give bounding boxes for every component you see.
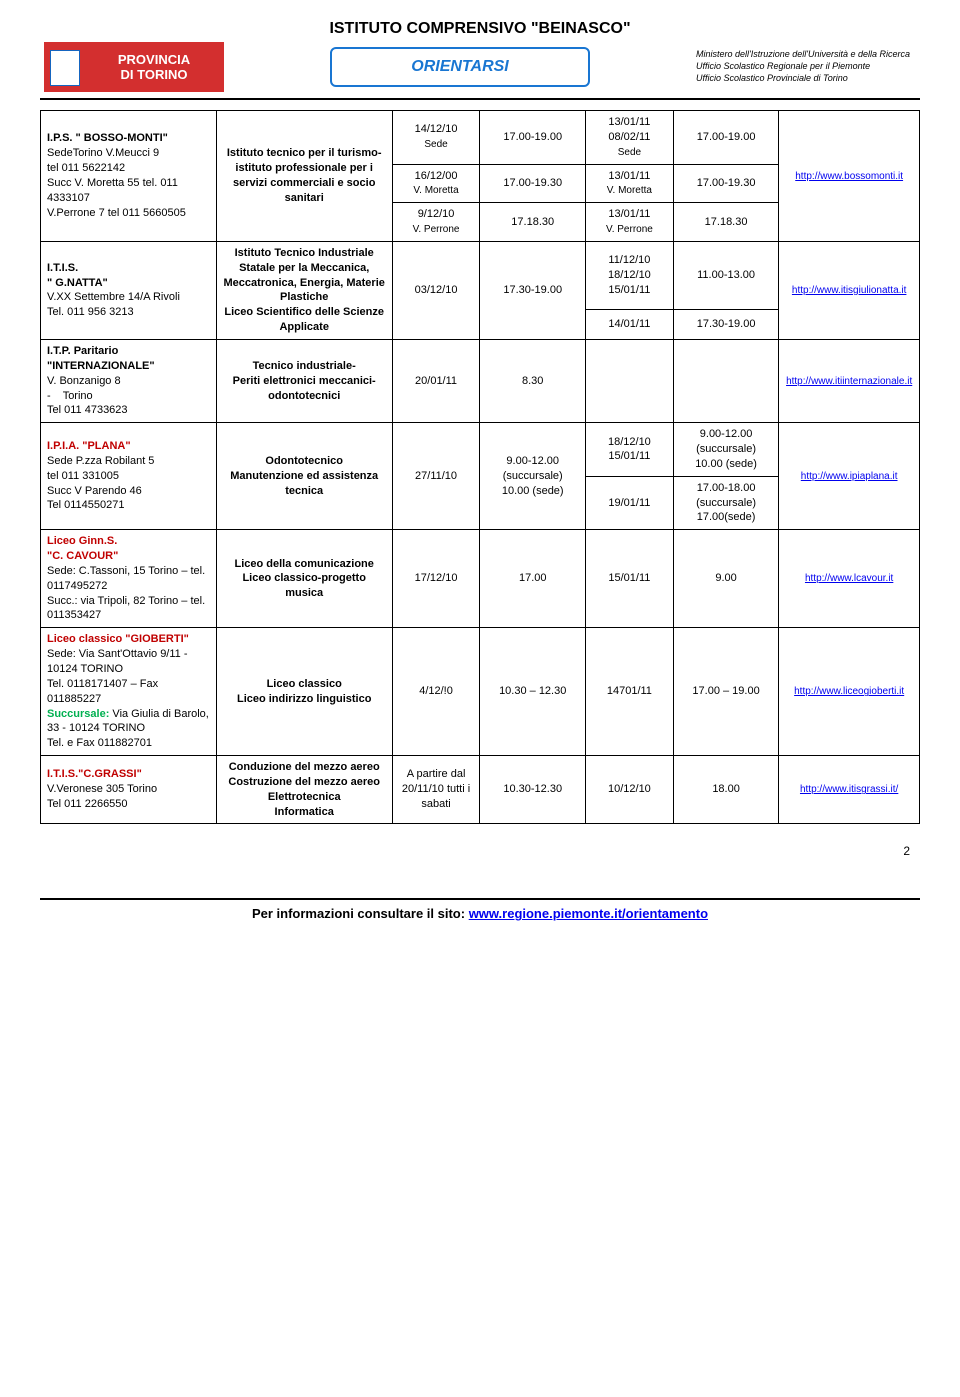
time2-cell: 9.00-12.00 (succursale)10.00 (sede) — [673, 423, 778, 477]
date2-cell: 18/12/1015/01/11 — [585, 423, 673, 477]
school-cell: I.P.I.A. "PLANA"Sede P.zza Robilant 5tel… — [41, 423, 217, 530]
logo-ministero: Ministero dell'Istruzione dell'Universit… — [696, 49, 916, 84]
table-row: Liceo Ginn.S."C. CAVOUR"Sede: C.Tassoni,… — [41, 530, 920, 628]
table-row: I.P.I.A. "PLANA"Sede P.zza Robilant 5tel… — [41, 423, 920, 477]
time2-cell — [673, 339, 778, 422]
school-cell: I.T.P. Paritario "INTERNAZIONALE"V. Bonz… — [41, 339, 217, 422]
date2-cell: 19/01/11 — [585, 476, 673, 530]
date2-cell: 15/01/11 — [585, 530, 673, 628]
date2-cell: 13/01/11V. Perrone — [585, 203, 673, 242]
time2-cell: 9.00 — [673, 530, 778, 628]
table-row: Liceo classico "GIOBERTI"Sede: Via Sant'… — [41, 628, 920, 756]
date1-cell: 9/12/10V. Perrone — [392, 203, 480, 242]
time1-cell: 17.00-19.30 — [480, 164, 585, 203]
time1-cell: 8.30 — [480, 339, 585, 422]
time1-cell: 17.00 — [480, 530, 585, 628]
time1-cell: 10.30 – 12.30 — [480, 628, 585, 756]
schools-table: I.P.S. " BOSSO-MONTI"SedeTorino V.Meucci… — [40, 110, 920, 824]
link-cell: http://www.itiinternazionale.it — [779, 339, 920, 422]
time2-cell: 17.18.30 — [673, 203, 778, 242]
footer-link[interactable]: www.regione.piemonte.it/orientamento — [469, 906, 708, 921]
desc-cell: Conduzione del mezzo aereoCostruzione de… — [216, 756, 392, 824]
time2-cell: 17.30-19.00 — [673, 309, 778, 339]
date1-cell: 16/12/00V. Moretta — [392, 164, 480, 203]
school-link[interactable]: http://www.lcavour.it — [805, 573, 893, 584]
date2-cell: 13/01/11V. Moretta — [585, 164, 673, 203]
logo-orientarsi: ORIENTARSI — [330, 47, 590, 87]
date2-cell: 11/12/1018/12/1015/01/11 — [585, 241, 673, 309]
school-link[interactable]: http://www.itiinternazionale.it — [786, 376, 912, 387]
date2-cell: 13/01/1108/02/11Sede — [585, 111, 673, 165]
time2-cell: 17.00-18.00 (succursale)17.00(sede) — [673, 476, 778, 530]
date2-cell: 10/12/10 — [585, 756, 673, 824]
link-cell: http://www.liceogioberti.it — [779, 628, 920, 756]
page-title: ISTITUTO COMPRENSIVO "BEINASCO" — [40, 20, 920, 38]
time1-cell: 17.18.30 — [480, 203, 585, 242]
desc-cell: Istituto Tecnico Industriale Statale per… — [216, 241, 392, 339]
date2-cell — [585, 339, 673, 422]
link-cell: http://www.bossomonti.it — [779, 111, 920, 242]
desc-cell: Tecnico industriale-Periti elettronici m… — [216, 339, 392, 422]
time1-cell: 17.30-19.00 — [480, 241, 585, 339]
school-cell: I.T.I.S."C.GRASSI"V.Veronese 305 TorinoT… — [41, 756, 217, 824]
date1-cell: 03/12/10 — [392, 241, 480, 339]
date1-cell: 4/12/!0 — [392, 628, 480, 756]
time2-cell: 17.00 – 19.00 — [673, 628, 778, 756]
date1-cell: 27/11/10 — [392, 423, 480, 530]
school-link[interactable]: http://www.ipiaplana.it — [801, 471, 898, 482]
link-cell: http://www.itisgiulionatta.it — [779, 241, 920, 339]
desc-cell: Liceo della comunicazioneLiceo classico-… — [216, 530, 392, 628]
date2-cell: 14701/11 — [585, 628, 673, 756]
date1-cell: 17/12/10 — [392, 530, 480, 628]
logo-provincia: PROVINCIA DI TORINO — [44, 42, 224, 92]
time2-cell: 11.00-13.00 — [673, 241, 778, 309]
page-number: 2 — [40, 844, 920, 858]
school-link[interactable]: http://www.itisgrassi.it/ — [800, 784, 898, 795]
time1-cell: 9.00-12.00 (succursale)10.00 (sede) — [480, 423, 585, 530]
desc-cell: Istituto tecnico per il turismo-istituto… — [216, 111, 392, 242]
link-cell: http://www.ipiaplana.it — [779, 423, 920, 530]
time2-cell: 18.00 — [673, 756, 778, 824]
school-cell: Liceo classico "GIOBERTI"Sede: Via Sant'… — [41, 628, 217, 756]
date2-cell: 14/01/11 — [585, 309, 673, 339]
school-cell: I.P.S. " BOSSO-MONTI"SedeTorino V.Meucci… — [41, 111, 217, 242]
time2-cell: 17.00-19.30 — [673, 164, 778, 203]
table-row: I.T.I.S."C.GRASSI"V.Veronese 305 TorinoT… — [41, 756, 920, 824]
link-cell: http://www.lcavour.it — [779, 530, 920, 628]
date1-cell: 14/12/10Sede — [392, 111, 480, 165]
footer: Per informazioni consultare il sito: www… — [40, 898, 920, 921]
time2-cell: 17.00-19.00 — [673, 111, 778, 165]
school-link[interactable]: http://www.liceogioberti.it — [794, 686, 904, 697]
date1-cell: 20/01/11 — [392, 339, 480, 422]
link-cell: http://www.itisgrassi.it/ — [779, 756, 920, 824]
school-link[interactable]: http://www.bossomonti.it — [795, 171, 903, 182]
divider — [40, 98, 920, 100]
date1-cell: A partire dal 20/11/10 tutti i sabati — [392, 756, 480, 824]
school-cell: Liceo Ginn.S."C. CAVOUR"Sede: C.Tassoni,… — [41, 530, 217, 628]
time1-cell: 17.00-19.00 — [480, 111, 585, 165]
school-cell: I.T.I.S." G.NATTA"V.XX Settembre 14/A Ri… — [41, 241, 217, 339]
desc-cell: Liceo classicoLiceo indirizzo linguistic… — [216, 628, 392, 756]
table-row: I.P.S. " BOSSO-MONTI"SedeTorino V.Meucci… — [41, 111, 920, 165]
time1-cell: 10.30-12.30 — [480, 756, 585, 824]
table-row: I.T.P. Paritario "INTERNAZIONALE"V. Bonz… — [41, 339, 920, 422]
school-link[interactable]: http://www.itisgiulionatta.it — [792, 285, 907, 296]
table-row: I.T.I.S." G.NATTA"V.XX Settembre 14/A Ri… — [41, 241, 920, 309]
desc-cell: OdontotecnicoManutenzione ed assistenza … — [216, 423, 392, 530]
